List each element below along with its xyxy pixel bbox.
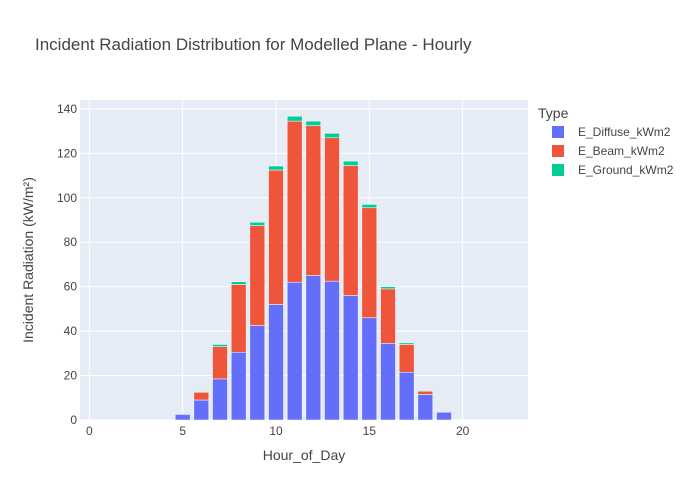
- bar-E_Beam_kWm2-14[interactable]: [342, 165, 359, 296]
- x-tick-label: 5: [179, 424, 186, 438]
- x-tick-label: 0: [86, 424, 93, 438]
- bar-E_Diffuse_kWm2-9[interactable]: [249, 325, 266, 421]
- bar-E_Diffuse_kWm2-19[interactable]: [436, 411, 452, 421]
- bar-E_Beam_kWm2-9[interactable]: [249, 225, 266, 326]
- legend-item-E_Diffuse_kWm2[interactable]: E_Diffuse_kWm2: [552, 125, 671, 139]
- bar-E_Diffuse_kWm2-18[interactable]: [417, 394, 434, 421]
- bar-E_Ground_kWm2-16[interactable]: [380, 286, 396, 290]
- bar-E_Ground_kWm2-15[interactable]: [361, 204, 378, 209]
- y-tick-label: 140: [57, 102, 77, 116]
- x-tick-label: 20: [456, 424, 470, 438]
- legend-label: E_Ground_kWm2: [578, 163, 674, 177]
- bar-E_Beam_kWm2-7[interactable]: [212, 346, 228, 380]
- y-tick-label: 40: [64, 324, 78, 338]
- bar-E_Diffuse_kWm2-7[interactable]: [212, 378, 228, 421]
- bar-E_Diffuse_kWm2-14[interactable]: [342, 295, 359, 421]
- y-tick-label: 0: [70, 413, 77, 427]
- x-axis-title: Hour_of_Day: [263, 447, 346, 463]
- legend-label: E_Beam_kWm2: [578, 144, 665, 158]
- y-tick-label: 60: [64, 280, 78, 294]
- bar-E_Ground_kWm2-8[interactable]: [230, 281, 247, 285]
- bar-E_Beam_kWm2-11[interactable]: [286, 120, 303, 283]
- legend-swatch: [552, 126, 564, 138]
- x-axis-ticks: 0 5 10 15 20: [86, 424, 470, 438]
- bar-E_Beam_kWm2-6[interactable]: [193, 391, 210, 401]
- bar-E_Ground_kWm2-9[interactable]: [249, 221, 266, 226]
- bar-E_Diffuse_kWm2-17[interactable]: [398, 371, 415, 421]
- bar-E_Ground_kWm2-6[interactable]: [193, 391, 210, 393]
- bar-E_Ground_kWm2-17[interactable]: [398, 342, 415, 345]
- legend-item-E_Ground_kWm2[interactable]: E_Ground_kWm2: [552, 163, 674, 177]
- bar-E_Ground_kWm2-10[interactable]: [268, 165, 284, 171]
- bar-E_Ground_kWm2-18[interactable]: [417, 390, 434, 392]
- y-tick-label: 120: [57, 146, 77, 160]
- y-tick-label: 20: [64, 369, 78, 383]
- legend-items: E_Diffuse_kWm2 E_Beam_kWm2 E_Ground_kWm2: [552, 125, 674, 177]
- y-tick-label: 100: [57, 191, 77, 205]
- bar-E_Ground_kWm2-7[interactable]: [212, 344, 228, 347]
- legend-swatch: [552, 164, 564, 176]
- bar-E_Ground_kWm2-13[interactable]: [324, 133, 340, 139]
- bar-E_Ground_kWm2-11[interactable]: [286, 115, 303, 122]
- legend-swatch: [552, 145, 564, 157]
- x-tick-label: 10: [269, 424, 283, 438]
- bar-E_Beam_kWm2-18[interactable]: [417, 390, 434, 395]
- bar-E_Diffuse_kWm2-6[interactable]: [193, 399, 210, 421]
- legend: Type E_Diffuse_kWm2 E_Beam_kWm2 E_Ground_k…: [538, 105, 674, 177]
- bar-E_Diffuse_kWm2-8[interactable]: [230, 351, 247, 421]
- y-tick-label: 80: [64, 235, 78, 249]
- bar-E_Diffuse_kWm2-11[interactable]: [286, 281, 303, 421]
- bar-E_Diffuse_kWm2-5[interactable]: [174, 414, 191, 421]
- grid-lines: [80, 100, 528, 421]
- bar-E_Beam_kWm2-15[interactable]: [361, 207, 378, 319]
- bar-E_Beam_kWm2-8[interactable]: [230, 284, 247, 353]
- bar-E_Diffuse_kWm2-12[interactable]: [305, 275, 322, 421]
- plot-area: [80, 100, 528, 420]
- bar-E_Diffuse_kWm2-13[interactable]: [324, 280, 340, 421]
- legend-item-E_Beam_kWm2[interactable]: E_Beam_kWm2: [552, 144, 665, 158]
- x-tick-label: 15: [363, 424, 377, 438]
- bar-E_Beam_kWm2-10[interactable]: [268, 169, 284, 305]
- legend-title: Type: [538, 105, 569, 121]
- y-axis-ticks: 0 20 40 60 80 100 120 140: [57, 102, 77, 427]
- bar-E_Ground_kWm2-14[interactable]: [342, 160, 359, 166]
- bar-E_Diffuse_kWm2-16[interactable]: [380, 343, 396, 421]
- bar-E_Beam_kWm2-17[interactable]: [398, 344, 415, 373]
- bar-E_Diffuse_kWm2-15[interactable]: [361, 317, 378, 421]
- bars-layer: [174, 115, 452, 421]
- chart-title: Incident Radiation Distribution for Mode…: [35, 35, 472, 54]
- bar-E_Ground_kWm2-12[interactable]: [305, 120, 322, 126]
- y-axis-title: Incident Radiation (kW/m²): [20, 177, 36, 343]
- bar-E_Beam_kWm2-13[interactable]: [324, 137, 340, 282]
- bar-E_Beam_kWm2-12[interactable]: [305, 125, 322, 276]
- bar-E_Diffuse_kWm2-10[interactable]: [268, 304, 284, 421]
- legend-label: E_Diffuse_kWm2: [578, 125, 671, 139]
- bar-E_Beam_kWm2-16[interactable]: [380, 288, 396, 344]
